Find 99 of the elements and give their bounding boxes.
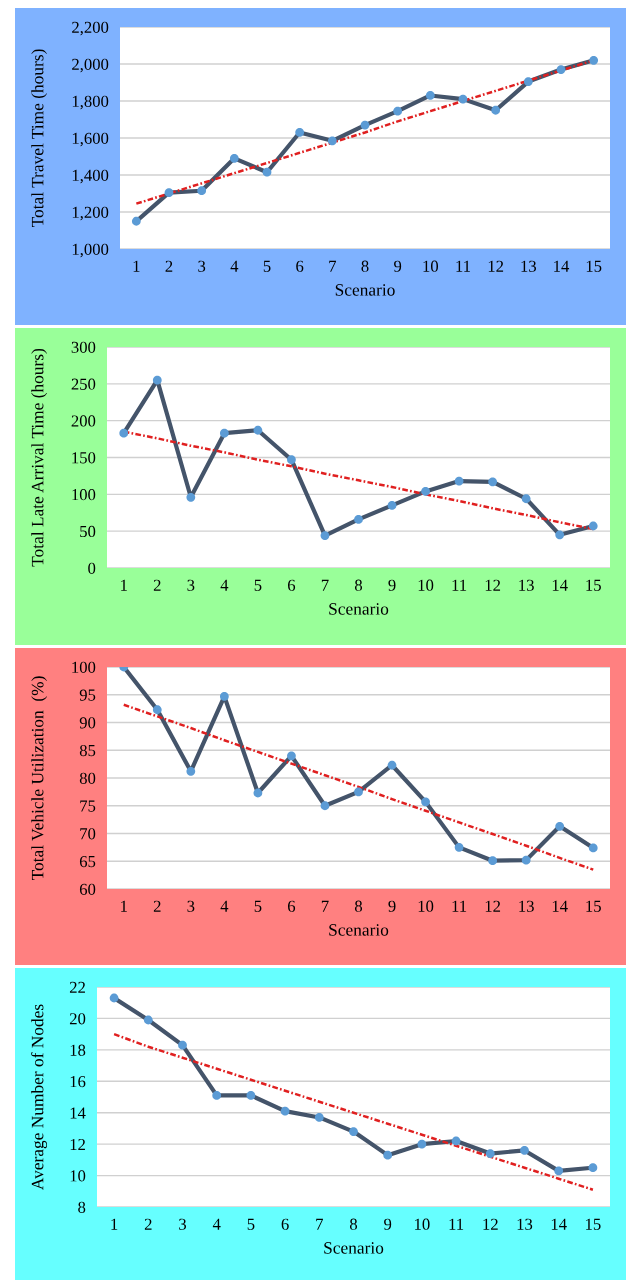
- y-tick-label: 60: [79, 883, 96, 895]
- x-axis-title: Scenario: [329, 924, 389, 936]
- x-tick-label: 8: [349, 1218, 358, 1230]
- y-tick-label: 18: [70, 1044, 86, 1056]
- x-tick-label: 11: [452, 900, 467, 912]
- x-tick-label: 1: [133, 260, 140, 272]
- y-axis-title: Total Travel Time (hours): [31, 49, 47, 228]
- x-tick-label: 8: [361, 260, 369, 272]
- x-tick-label: 7: [321, 900, 329, 912]
- x-tick-label: 10: [418, 900, 434, 912]
- x-axis-title: Scenario: [329, 603, 389, 615]
- x-tick-label: 6: [281, 1218, 289, 1230]
- x-tick-label: 11: [449, 1218, 464, 1230]
- x-tick-label: 15: [586, 1218, 601, 1230]
- y-tick-label: 250: [71, 378, 96, 390]
- x-tick-label: 4: [212, 1218, 221, 1230]
- x-tick-label: 14: [554, 260, 570, 272]
- y-tick-label: 22: [69, 981, 85, 993]
- y-axis-title: Average Number of Nodes: [31, 1004, 47, 1190]
- x-tick-label: 13: [521, 260, 537, 272]
- x-axis-title: Scenario: [324, 1242, 384, 1254]
- y-tick-label: 65: [79, 856, 96, 868]
- y-tick-label: 14: [70, 1107, 86, 1119]
- x-tick-label: 7: [321, 579, 329, 591]
- x-tick-label: 10: [418, 579, 434, 591]
- y-tick-label: 100: [72, 661, 96, 673]
- y-tick-label: 70: [80, 828, 96, 840]
- x-tick-label: 2: [144, 1218, 152, 1230]
- x-tick-label: 15: [586, 260, 602, 272]
- x-tick-label: 2: [153, 579, 161, 591]
- x-tick-label: 13: [519, 579, 534, 591]
- x-tick-label: 12: [485, 579, 501, 591]
- y-tick-label: 2,000: [72, 58, 109, 73]
- y-tick-label: 8: [78, 1201, 86, 1213]
- y-axis-title: Total Late Arrival Time (hours): [31, 348, 47, 567]
- x-tick-label: 15: [586, 900, 601, 912]
- y-tick-label: 1,200: [72, 206, 109, 221]
- y-tick-label: 16: [70, 1076, 86, 1088]
- y-tick-label: 150: [72, 452, 96, 464]
- x-tick-label: 2: [153, 900, 161, 912]
- x-tick-label: 3: [179, 1218, 187, 1230]
- x-tick-label: 3: [187, 900, 195, 912]
- x-tick-label: 14: [551, 1218, 567, 1230]
- y-tick-label: 50: [80, 525, 96, 538]
- x-tick-label: 9: [388, 579, 396, 591]
- x-tick-label: 12: [488, 260, 504, 272]
- x-tick-label: 9: [384, 1218, 392, 1230]
- x-axis-title: Scenario: [335, 284, 395, 296]
- y-tick-label: 20: [69, 1013, 86, 1025]
- y-tick-label: 1,600: [72, 132, 109, 147]
- x-tick-label: 7: [329, 260, 337, 272]
- y-tick-label: 2,200: [72, 21, 109, 36]
- x-tick-label: 3: [187, 579, 195, 591]
- x-tick-label: 7: [316, 1218, 323, 1230]
- y-tick-label: 80: [79, 772, 96, 784]
- y-tick-label: 300: [71, 341, 96, 353]
- y-tick-label: 1,400: [72, 169, 109, 184]
- x-tick-label: 4: [220, 579, 229, 591]
- y-tick-label: 75: [80, 800, 96, 812]
- y-tick-label: 0: [88, 562, 96, 574]
- x-tick-label: 13: [519, 900, 534, 912]
- y-tick-label: 100: [72, 489, 96, 501]
- x-tick-label: 9: [394, 260, 402, 272]
- x-tick-label: 11: [456, 260, 471, 272]
- x-tick-label: 13: [517, 1218, 533, 1230]
- x-tick-label: 8: [354, 900, 363, 912]
- y-tick-label: 1,800: [72, 95, 109, 110]
- x-tick-label: 6: [287, 900, 296, 912]
- y-tick-label: 1,000: [72, 243, 109, 258]
- x-tick-label: 9: [388, 900, 396, 912]
- x-tick-label: 5: [254, 900, 262, 912]
- x-tick-label: 11: [452, 579, 467, 591]
- y-tick-label: 85: [79, 744, 96, 757]
- y-axis-title: Total Vehicle Utilization (%): [31, 676, 47, 881]
- x-tick-label: 8: [354, 579, 363, 591]
- x-tick-label: 6: [296, 260, 304, 272]
- x-tick-label: 5: [263, 260, 271, 272]
- x-tick-label: 14: [552, 579, 568, 591]
- y-tick-label: 90: [79, 717, 96, 729]
- y-tick-label: 10: [70, 1170, 86, 1182]
- x-tick-label: 5: [254, 579, 262, 591]
- x-tick-label: 14: [552, 900, 568, 912]
- y-tick-label: 95: [79, 689, 96, 701]
- x-tick-label: 6: [287, 579, 296, 591]
- y-tick-label: 200: [71, 415, 96, 427]
- x-tick-label: 12: [485, 900, 501, 912]
- x-tick-label: 10: [423, 260, 439, 272]
- x-tick-label: 12: [483, 1218, 498, 1230]
- x-tick-label: 1: [121, 579, 127, 591]
- x-tick-label: 1: [121, 900, 127, 912]
- x-tick-label: 15: [586, 579, 601, 591]
- x-tick-label: 4: [220, 900, 229, 912]
- x-tick-label: 2: [165, 260, 173, 272]
- x-tick-label: 1: [111, 1218, 118, 1230]
- x-tick-label: 4: [230, 260, 239, 272]
- y-tick-label: 12: [70, 1138, 85, 1150]
- x-tick-label: 10: [415, 1218, 430, 1230]
- x-tick-label: 5: [247, 1218, 255, 1230]
- x-tick-label: 3: [198, 260, 206, 272]
